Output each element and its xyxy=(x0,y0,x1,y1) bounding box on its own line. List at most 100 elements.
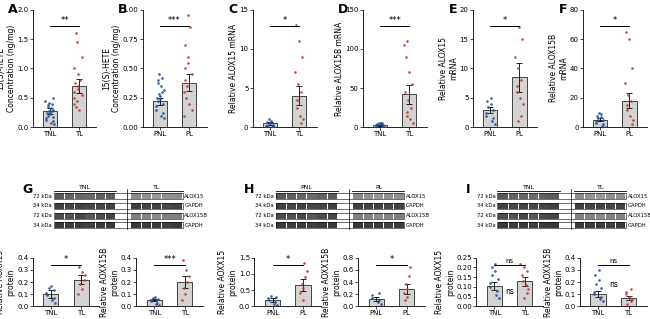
Point xyxy=(268,123,278,128)
Point xyxy=(187,107,197,112)
Bar xyxy=(328,213,337,219)
Point xyxy=(46,112,56,117)
Point xyxy=(376,121,386,126)
Bar xyxy=(54,193,183,199)
Bar xyxy=(276,213,404,219)
Text: ALOX15B: ALOX15B xyxy=(406,213,430,218)
Text: *: * xyxy=(502,16,507,25)
Bar xyxy=(585,193,595,199)
Bar xyxy=(106,203,115,209)
Bar xyxy=(75,213,84,219)
Text: F: F xyxy=(558,3,567,16)
Y-axis label: Relative ALOX15B
mRNA: Relative ALOX15B mRNA xyxy=(549,34,568,102)
Text: 34 kDa: 34 kDa xyxy=(34,223,52,228)
Point xyxy=(181,267,191,272)
Point xyxy=(156,113,166,118)
Bar xyxy=(106,213,115,219)
Point xyxy=(597,122,608,127)
Point xyxy=(261,123,271,129)
Y-axis label: 15(S)-HETE
Concentration (ng/mg): 15(S)-HETE Concentration (ng/mg) xyxy=(102,25,122,112)
Point xyxy=(72,98,82,103)
Bar xyxy=(85,222,95,228)
Point xyxy=(406,105,417,110)
Text: ns: ns xyxy=(609,258,618,264)
Point xyxy=(73,292,83,297)
Point xyxy=(265,293,276,299)
Text: ns: ns xyxy=(505,286,514,295)
Point xyxy=(159,115,170,121)
Text: 34 kDa: 34 kDa xyxy=(477,223,496,228)
Bar xyxy=(287,222,296,228)
Point xyxy=(480,110,491,115)
Text: PNL: PNL xyxy=(301,185,313,190)
Bar xyxy=(177,282,192,306)
Bar xyxy=(297,213,306,219)
Text: ***: *** xyxy=(168,16,181,25)
Bar xyxy=(616,213,625,219)
Bar xyxy=(508,203,518,209)
Point xyxy=(268,124,278,129)
Bar xyxy=(96,193,105,199)
Bar xyxy=(549,222,559,228)
Point xyxy=(627,296,638,301)
Bar xyxy=(317,213,327,219)
Bar xyxy=(307,193,317,199)
Bar xyxy=(65,213,74,219)
Point xyxy=(588,289,599,294)
Point xyxy=(494,296,504,301)
Text: GAPDH: GAPDH xyxy=(628,223,647,228)
Point xyxy=(44,286,54,291)
Bar xyxy=(540,193,549,199)
Bar xyxy=(497,203,626,209)
Point xyxy=(626,98,636,103)
Bar xyxy=(96,203,105,209)
Bar xyxy=(142,222,151,228)
Point xyxy=(50,300,60,305)
Point xyxy=(80,272,90,277)
Text: 72 kDa: 72 kDa xyxy=(255,213,274,218)
Point xyxy=(77,270,87,275)
Bar xyxy=(499,193,508,199)
Text: 72 kDa: 72 kDa xyxy=(255,194,274,199)
Text: *: * xyxy=(64,255,68,264)
Point xyxy=(183,101,194,106)
Point xyxy=(489,122,500,127)
Point xyxy=(47,298,57,303)
Bar xyxy=(142,213,151,219)
Point xyxy=(145,298,155,303)
Bar xyxy=(595,193,605,199)
Point xyxy=(43,104,53,109)
Bar xyxy=(131,193,141,199)
Bar xyxy=(276,193,286,199)
Text: ns: ns xyxy=(609,280,618,289)
Point xyxy=(263,296,273,301)
Bar xyxy=(575,203,584,209)
Bar xyxy=(384,193,393,199)
Point xyxy=(491,292,501,297)
Point xyxy=(625,113,636,118)
Bar xyxy=(540,203,549,209)
Point xyxy=(179,66,190,71)
Point xyxy=(492,277,502,282)
Point xyxy=(73,72,84,77)
Point xyxy=(150,294,160,299)
Point xyxy=(517,273,528,278)
Point xyxy=(624,294,634,299)
Text: TL: TL xyxy=(597,185,604,190)
Point xyxy=(627,122,637,127)
Bar xyxy=(75,203,84,209)
Bar xyxy=(622,101,636,127)
Bar xyxy=(54,222,183,228)
Bar xyxy=(75,222,84,228)
Bar xyxy=(394,222,404,228)
Point xyxy=(514,66,524,71)
Bar xyxy=(65,193,74,199)
Bar xyxy=(54,213,183,219)
Point xyxy=(402,113,412,118)
Bar xyxy=(621,298,636,306)
Point xyxy=(373,122,384,127)
Bar xyxy=(402,94,417,127)
Bar xyxy=(75,193,84,199)
Point xyxy=(512,89,523,94)
Bar xyxy=(529,222,538,228)
